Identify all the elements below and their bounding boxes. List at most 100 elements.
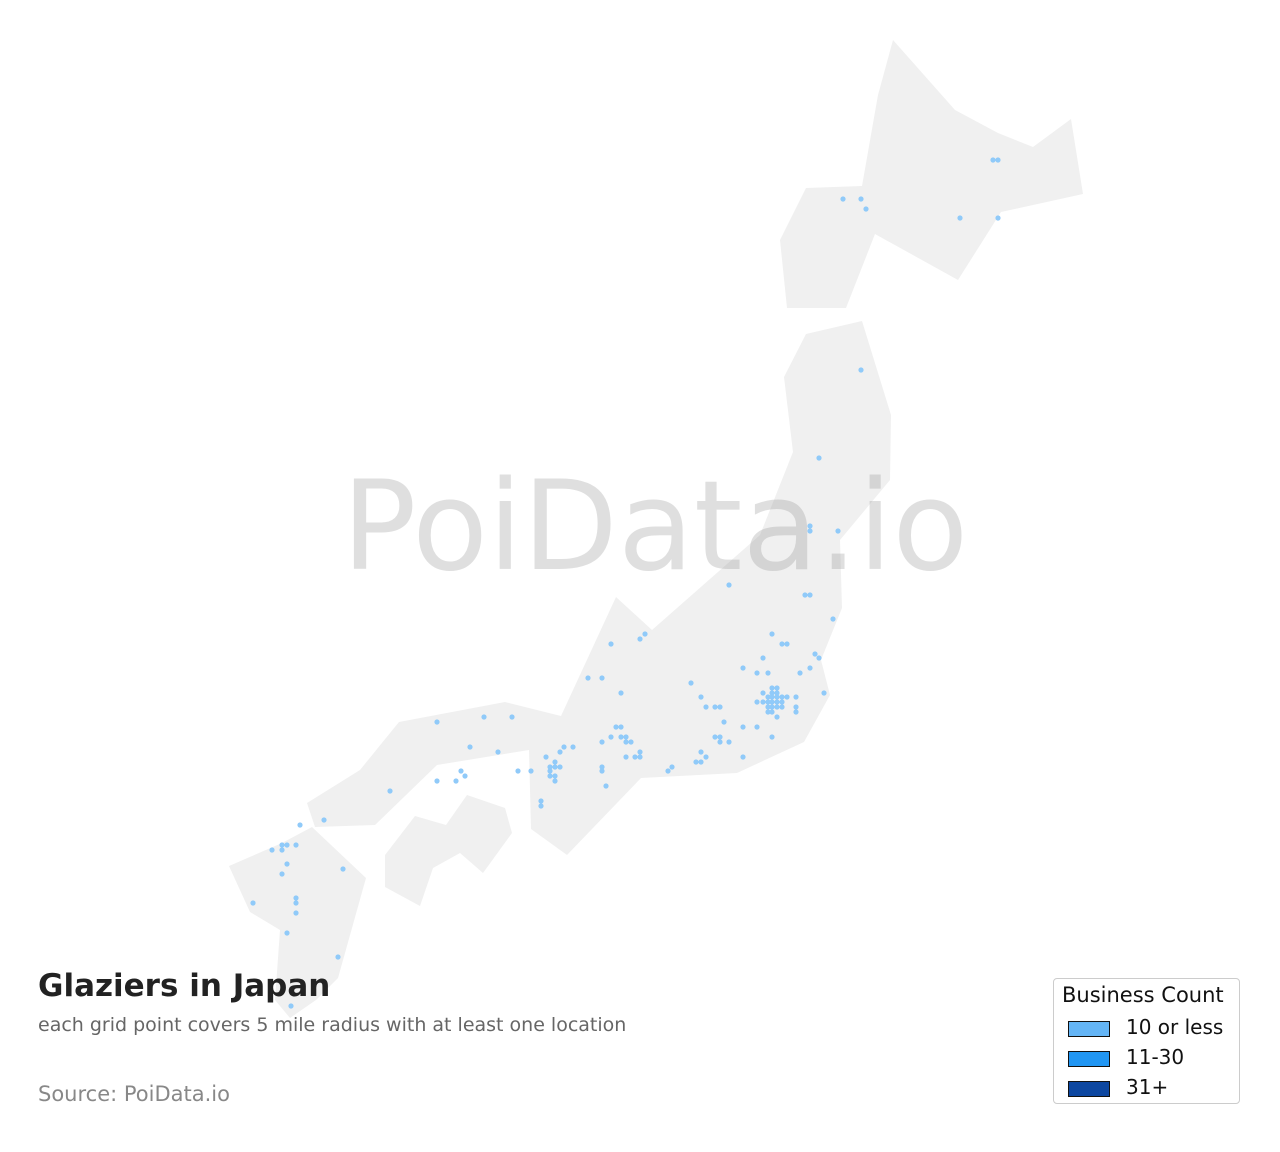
grid-point (995, 215, 1001, 221)
grid-point (769, 685, 775, 691)
grid-point (284, 930, 290, 936)
legend-title: Business Count (1062, 983, 1224, 1007)
grid-point (321, 817, 327, 823)
grid-point (570, 744, 576, 750)
legend-label: 11-30 (1126, 1045, 1185, 1069)
grid-point (774, 704, 780, 710)
grid-point (740, 724, 746, 730)
shikoku-landmass (385, 795, 512, 906)
grid-point (990, 157, 996, 163)
grid-point (279, 871, 285, 877)
grid-point (726, 739, 732, 745)
grid-point (628, 739, 634, 745)
grid-point (835, 528, 841, 534)
grid-point (509, 714, 515, 720)
grid-point (284, 842, 290, 848)
grid-point (769, 709, 775, 715)
grid-point (779, 694, 785, 700)
grid-point (793, 694, 799, 700)
grid-point (552, 764, 558, 770)
grid-point (765, 670, 771, 676)
grid-point (807, 665, 813, 671)
grid-point (760, 690, 766, 696)
grid-point (547, 773, 553, 779)
grid-point (816, 655, 822, 661)
grid-point (669, 764, 675, 770)
grid-point (754, 699, 760, 705)
grid-point (754, 670, 760, 676)
grid-point (774, 685, 780, 691)
grid-point (726, 582, 732, 588)
grid-point (637, 749, 643, 755)
grid-point (807, 528, 813, 534)
grid-point (688, 680, 694, 686)
grid-point (754, 724, 760, 730)
grid-point (632, 754, 638, 760)
grid-point (693, 759, 699, 765)
grid-point (765, 694, 771, 700)
grid-point (279, 847, 285, 853)
grid-point (495, 749, 501, 755)
grid-point (769, 704, 775, 710)
grid-point (293, 900, 299, 906)
grid-point (779, 641, 785, 647)
grid-point (293, 910, 299, 916)
grid-point (279, 842, 285, 848)
hokkaido-landmass (780, 40, 1083, 308)
grid-point (717, 734, 723, 740)
grid-point (623, 754, 629, 760)
grid-point (599, 739, 605, 745)
grid-point (765, 704, 771, 710)
legend-item-high: 31+ (1068, 1075, 1168, 1099)
grid-point (698, 759, 704, 765)
grid-point (250, 900, 256, 906)
grid-point (453, 778, 459, 784)
grid-point (698, 749, 704, 755)
grid-point (840, 196, 846, 202)
grid-point (284, 861, 290, 867)
grid-point (740, 754, 746, 760)
grid-point (863, 206, 869, 212)
grid-point (538, 803, 544, 809)
grid-point (779, 699, 785, 705)
grid-point (552, 759, 558, 765)
legend-swatch (1068, 1050, 1110, 1067)
grid-point (637, 754, 643, 760)
grid-point (608, 734, 614, 740)
grid-point (515, 768, 521, 774)
grid-point (557, 764, 563, 770)
kyushu-landmass (229, 827, 366, 1018)
grid-point (293, 842, 299, 848)
legend-swatch (1068, 1020, 1110, 1037)
grid-point (618, 734, 624, 740)
grid-point (830, 616, 836, 622)
watermark: PoiData.io (341, 455, 969, 599)
grid-point (769, 694, 775, 700)
grid-point (858, 367, 864, 373)
grid-point (995, 157, 1001, 163)
grid-point (769, 690, 775, 696)
grid-point (760, 655, 766, 661)
grid-point (774, 699, 780, 705)
grid-point (599, 768, 605, 774)
grid-point (957, 215, 963, 221)
grid-point (765, 709, 771, 715)
grid-point (793, 704, 799, 710)
grid-point (821, 690, 827, 696)
grid-point (269, 847, 275, 853)
grid-point (552, 773, 558, 779)
grid-point (623, 739, 629, 745)
grid-point (387, 788, 393, 794)
grid-point (816, 455, 822, 461)
grid-point (712, 734, 718, 740)
grid-point (434, 778, 440, 784)
grid-point (721, 719, 727, 725)
grid-point (740, 665, 746, 671)
grid-point (585, 675, 591, 681)
grid-point (712, 704, 718, 710)
grid-point (784, 641, 790, 647)
grid-point (769, 631, 775, 637)
grid-point (462, 773, 468, 779)
grid-point (297, 822, 303, 828)
grid-point (481, 714, 487, 720)
